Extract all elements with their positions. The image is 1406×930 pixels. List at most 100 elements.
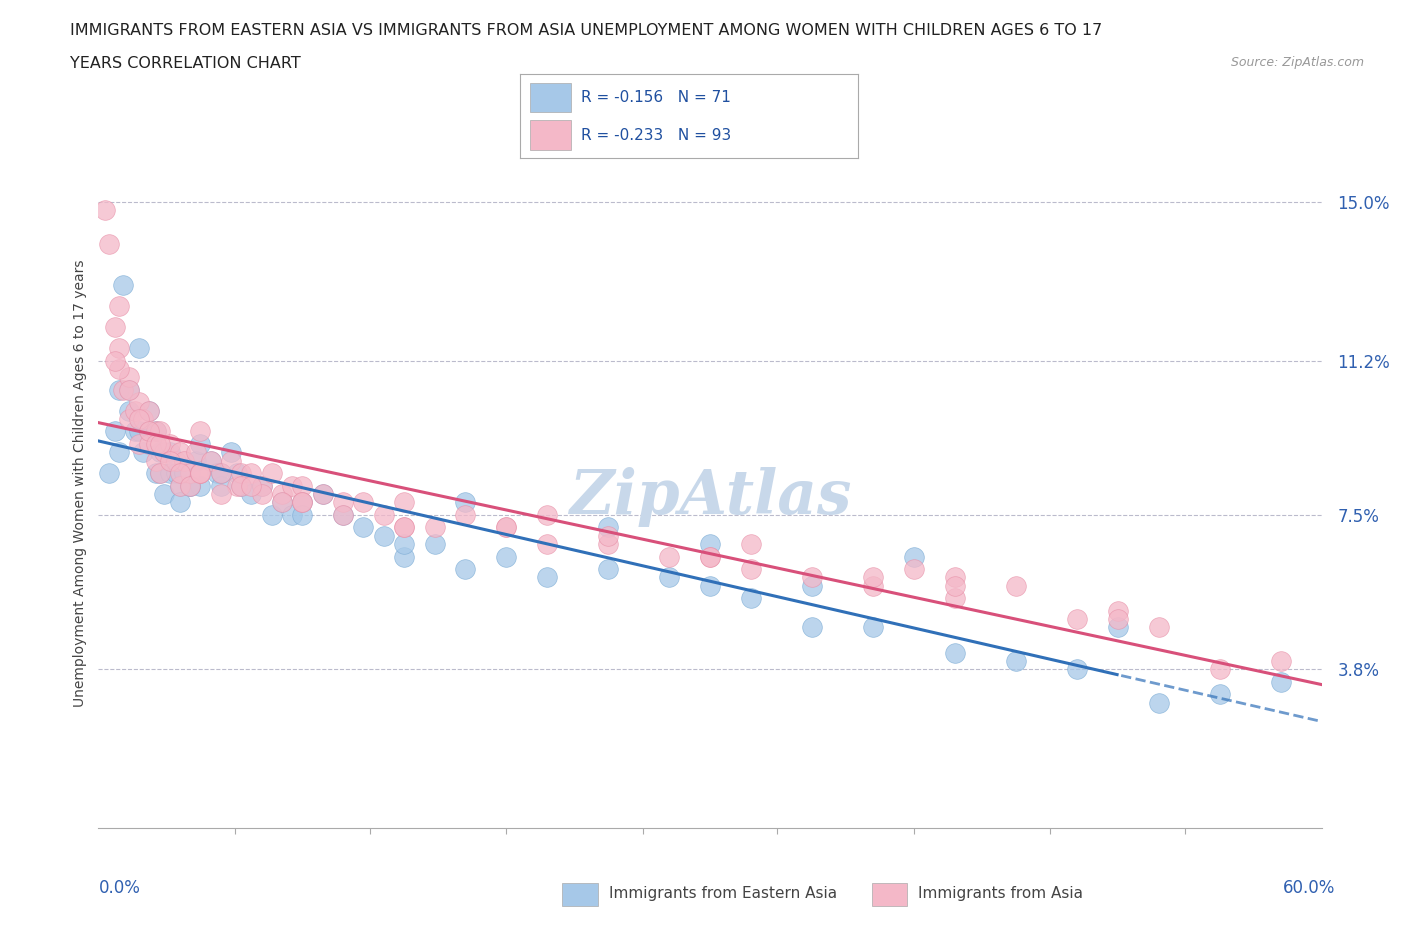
Point [291, 495, 314, 510]
Point [205, 466, 228, 481]
Point [128, 424, 150, 439]
Point [111, 278, 134, 293]
Point [598, 520, 620, 535]
Point [200, 453, 222, 468]
Point [104, 320, 127, 335]
Point [250, 486, 273, 501]
Point [209, 466, 232, 481]
Point [1147, 695, 1170, 710]
Point [145, 424, 167, 439]
Point [188, 466, 212, 481]
Point [423, 520, 446, 535]
Point [188, 478, 212, 493]
Point [132, 411, 155, 426]
Point [108, 382, 131, 397]
Point [104, 353, 127, 368]
Point [240, 486, 263, 501]
Point [598, 562, 620, 577]
Point [104, 424, 127, 439]
Point [200, 453, 222, 468]
Point [179, 466, 201, 481]
Point [943, 645, 966, 660]
Point [598, 537, 620, 551]
Point [209, 486, 232, 501]
Point [169, 478, 191, 493]
Point [291, 495, 314, 510]
Point [495, 520, 517, 535]
Point [658, 570, 681, 585]
Point [124, 424, 146, 439]
Point [312, 486, 335, 501]
Point [1066, 662, 1088, 677]
Point [281, 478, 304, 493]
Point [186, 453, 208, 468]
Point [240, 478, 263, 493]
Point [169, 445, 191, 459]
Point [138, 424, 160, 439]
Text: 0.0%: 0.0% [98, 879, 141, 897]
Point [1004, 654, 1026, 669]
Point [97, 466, 120, 481]
Point [108, 445, 131, 459]
Point [250, 478, 273, 493]
Point [186, 445, 208, 459]
Point [145, 453, 167, 468]
Point [226, 478, 249, 493]
Point [108, 299, 131, 313]
Point [1107, 612, 1129, 627]
Point [536, 537, 558, 551]
Point [132, 445, 155, 459]
Text: IMMIGRANTS FROM EASTERN ASIA VS IMMIGRANTS FROM ASIA UNEMPLOYMENT AMONG WOMEN WI: IMMIGRANTS FROM EASTERN ASIA VS IMMIGRAN… [70, 23, 1102, 38]
Text: 60.0%: 60.0% [1284, 879, 1336, 897]
Point [179, 478, 201, 493]
Point [138, 404, 160, 418]
Point [740, 537, 762, 551]
Point [149, 466, 172, 481]
Point [699, 578, 721, 593]
Point [260, 508, 283, 523]
Point [801, 578, 824, 593]
Point [291, 478, 314, 493]
Point [173, 453, 195, 468]
Point [219, 453, 242, 468]
Point [281, 508, 304, 523]
Point [801, 570, 824, 585]
Point [352, 495, 374, 510]
Point [260, 466, 283, 481]
Point [536, 570, 558, 585]
Text: R = -0.233   N = 93: R = -0.233 N = 93 [581, 127, 731, 142]
Point [352, 520, 374, 535]
Point [332, 508, 354, 523]
Point [118, 404, 141, 418]
Point [1209, 686, 1232, 701]
Point [801, 620, 824, 635]
Point [128, 395, 150, 410]
Point [149, 466, 172, 481]
Point [658, 549, 681, 564]
Point [495, 549, 517, 564]
Point [943, 591, 966, 605]
Point [169, 478, 191, 493]
Point [903, 549, 925, 564]
Point [209, 478, 232, 493]
Point [392, 520, 416, 535]
Point [188, 466, 212, 481]
Point [118, 382, 141, 397]
Point [943, 570, 966, 585]
Point [699, 549, 721, 564]
Point [209, 466, 232, 481]
Text: ZipAtlas: ZipAtlas [569, 468, 851, 527]
Point [149, 424, 172, 439]
Point [179, 478, 201, 493]
Point [188, 424, 212, 439]
Point [128, 411, 150, 426]
Point [138, 404, 160, 418]
Point [699, 537, 721, 551]
Point [454, 562, 477, 577]
Point [118, 382, 141, 397]
Point [536, 508, 558, 523]
Text: Immigrants from Eastern Asia: Immigrants from Eastern Asia [609, 886, 837, 901]
Point [699, 549, 721, 564]
Point [188, 466, 212, 481]
Point [111, 382, 134, 397]
